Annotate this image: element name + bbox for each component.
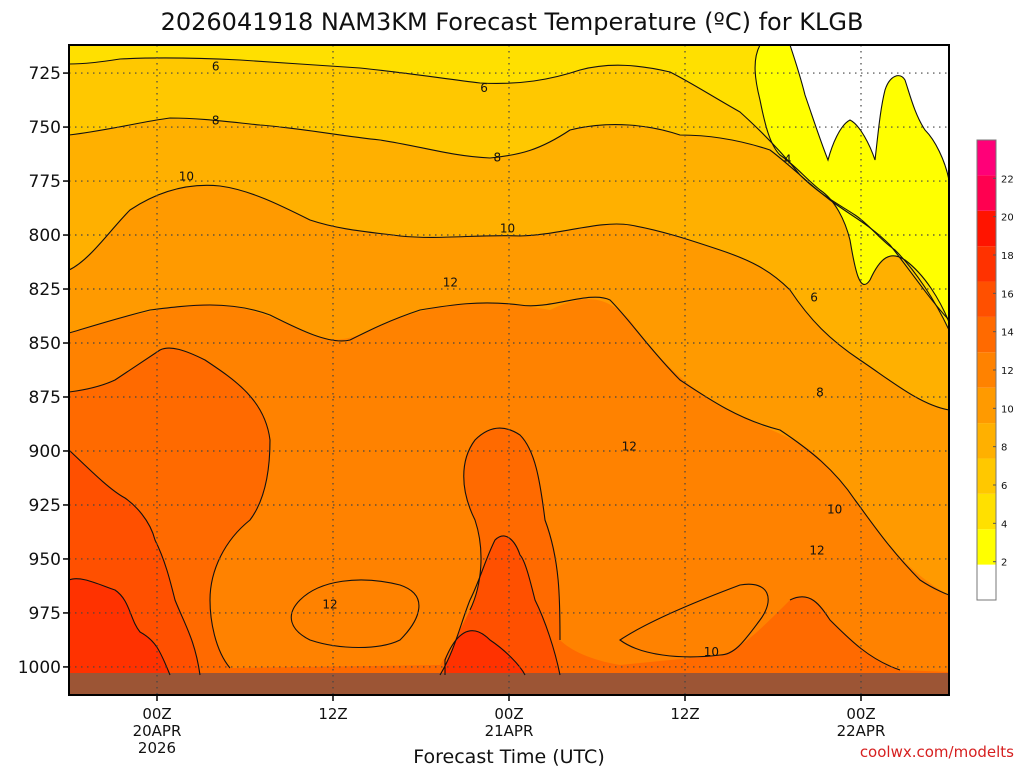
contour-label: 12 — [443, 276, 458, 290]
contour-label: 10 — [704, 645, 719, 659]
chart-title: 2026041918 NAM3KM Forecast Temperature (… — [161, 8, 864, 36]
contour-6 — [69, 57, 949, 331]
contour-12-lower — [290, 579, 420, 649]
terrain-ground — [69, 673, 949, 695]
colorbar-swatch — [977, 352, 996, 388]
x-tick-label: 22APR — [837, 722, 886, 740]
colorbar-label: 16 — [1001, 289, 1014, 300]
contour-10-lower — [619, 583, 769, 658]
x-tick-label: 00Z — [142, 705, 171, 723]
colorbar-swatch — [977, 529, 996, 565]
contour-14 — [69, 347, 271, 669]
colorbar-label: 12 — [1001, 366, 1014, 377]
contour-12-upper — [69, 296, 949, 596]
y-tick-label: 725 — [29, 64, 61, 84]
credit-text: coolwx.com/modelts — [860, 743, 1014, 761]
contour-2 — [789, 45, 949, 181]
contour-lines — [69, 45, 949, 676]
band-2 — [755, 45, 949, 322]
colorbar-swatch — [977, 246, 996, 282]
colorbar-swatch — [977, 493, 996, 530]
contour-label: 8 — [816, 386, 824, 400]
y-tick-label: 800 — [29, 226, 61, 246]
colorbar-label: 22 — [1001, 174, 1014, 185]
x-tick-label: 12Z — [670, 705, 699, 723]
contour-label: 12 — [622, 440, 637, 454]
y-axis: 725 750 775 800 825 850 875 900 925 950 975 1000 — [18, 64, 69, 678]
contour-10-upper — [69, 184, 949, 411]
colorbar-swatch — [977, 423, 996, 459]
x-tick-label: 12Z — [318, 705, 347, 723]
colorbar-swatch — [977, 564, 996, 600]
y-tick-label: 975 — [29, 604, 61, 624]
grid-lines — [69, 45, 949, 695]
band-6 — [69, 45, 949, 320]
colorbar-swatch — [977, 175, 996, 211]
x-tick-label: 00Z — [846, 705, 875, 723]
colorbar-swatch — [977, 140, 996, 176]
y-tick-label: 750 — [29, 118, 61, 138]
contour-label: 10 — [500, 222, 515, 236]
contour-label: 6 — [212, 60, 220, 74]
colorbar-label: 6 — [1001, 481, 1007, 492]
colorbar-swatch — [977, 281, 996, 317]
contour-12-right — [789, 596, 901, 671]
contour-label: 4 — [784, 152, 792, 166]
x-axis-label: Forecast Time (UTC) — [413, 746, 604, 768]
colorbar-swatch — [977, 387, 996, 424]
contour-label: 8 — [212, 114, 220, 128]
colorbar-label: 4 — [1001, 519, 1007, 530]
contour-14-mid — [463, 427, 561, 641]
contour-label: 10 — [179, 170, 194, 184]
contour-18 — [69, 578, 171, 676]
colorbar-label: 18 — [1001, 251, 1014, 262]
contour-label: 8 — [493, 150, 501, 164]
contour-8 — [69, 117, 949, 321]
x-tick-label: 2026 — [138, 739, 176, 757]
plot-area: 6 6 8 8 4 10 10 12 6 8 12 10 12 12 10 — [69, 45, 949, 695]
contour-label: 6 — [480, 81, 488, 95]
y-tick-label: 875 — [29, 388, 61, 408]
contour-16 — [69, 449, 201, 676]
y-tick-label: 1000 — [18, 658, 61, 678]
colorbar-label: 14 — [1001, 328, 1014, 339]
contour-labels: 6 6 8 8 4 10 10 12 6 8 12 10 12 12 10 — [179, 60, 843, 659]
contour-16-mid — [439, 535, 561, 676]
x-tick-label: 20APR — [133, 722, 182, 740]
y-tick-label: 825 — [29, 280, 61, 300]
colorbar-swatch — [977, 210, 996, 247]
y-tick-label: 950 — [29, 550, 61, 570]
x-tick-label: 00Z — [494, 705, 523, 723]
contour-label: 6 — [810, 291, 818, 305]
contour-label: 10 — [827, 502, 842, 516]
colorbar-label: 10 — [1001, 404, 1014, 415]
y-tick-label: 900 — [29, 442, 61, 462]
colorbar-label: 20 — [1001, 213, 1014, 224]
x-tick-label: 21APR — [485, 722, 534, 740]
colorbar-swatch — [977, 316, 996, 353]
band-0 — [790, 45, 949, 180]
contour-18-mid — [444, 630, 526, 676]
contour-label: 12 — [322, 597, 337, 611]
colorbar-label: 2 — [1001, 558, 1007, 569]
y-tick-label: 925 — [29, 496, 61, 516]
colorbar-swatch — [977, 458, 996, 494]
contour-label: 12 — [809, 543, 824, 557]
y-tick-label: 775 — [29, 172, 61, 192]
colorbar: 2 4 6 8 10 12 14 16 18 20 22 — [976, 139, 1014, 601]
y-tick-label: 850 — [29, 334, 61, 354]
colorbar-label: 8 — [1001, 443, 1007, 454]
